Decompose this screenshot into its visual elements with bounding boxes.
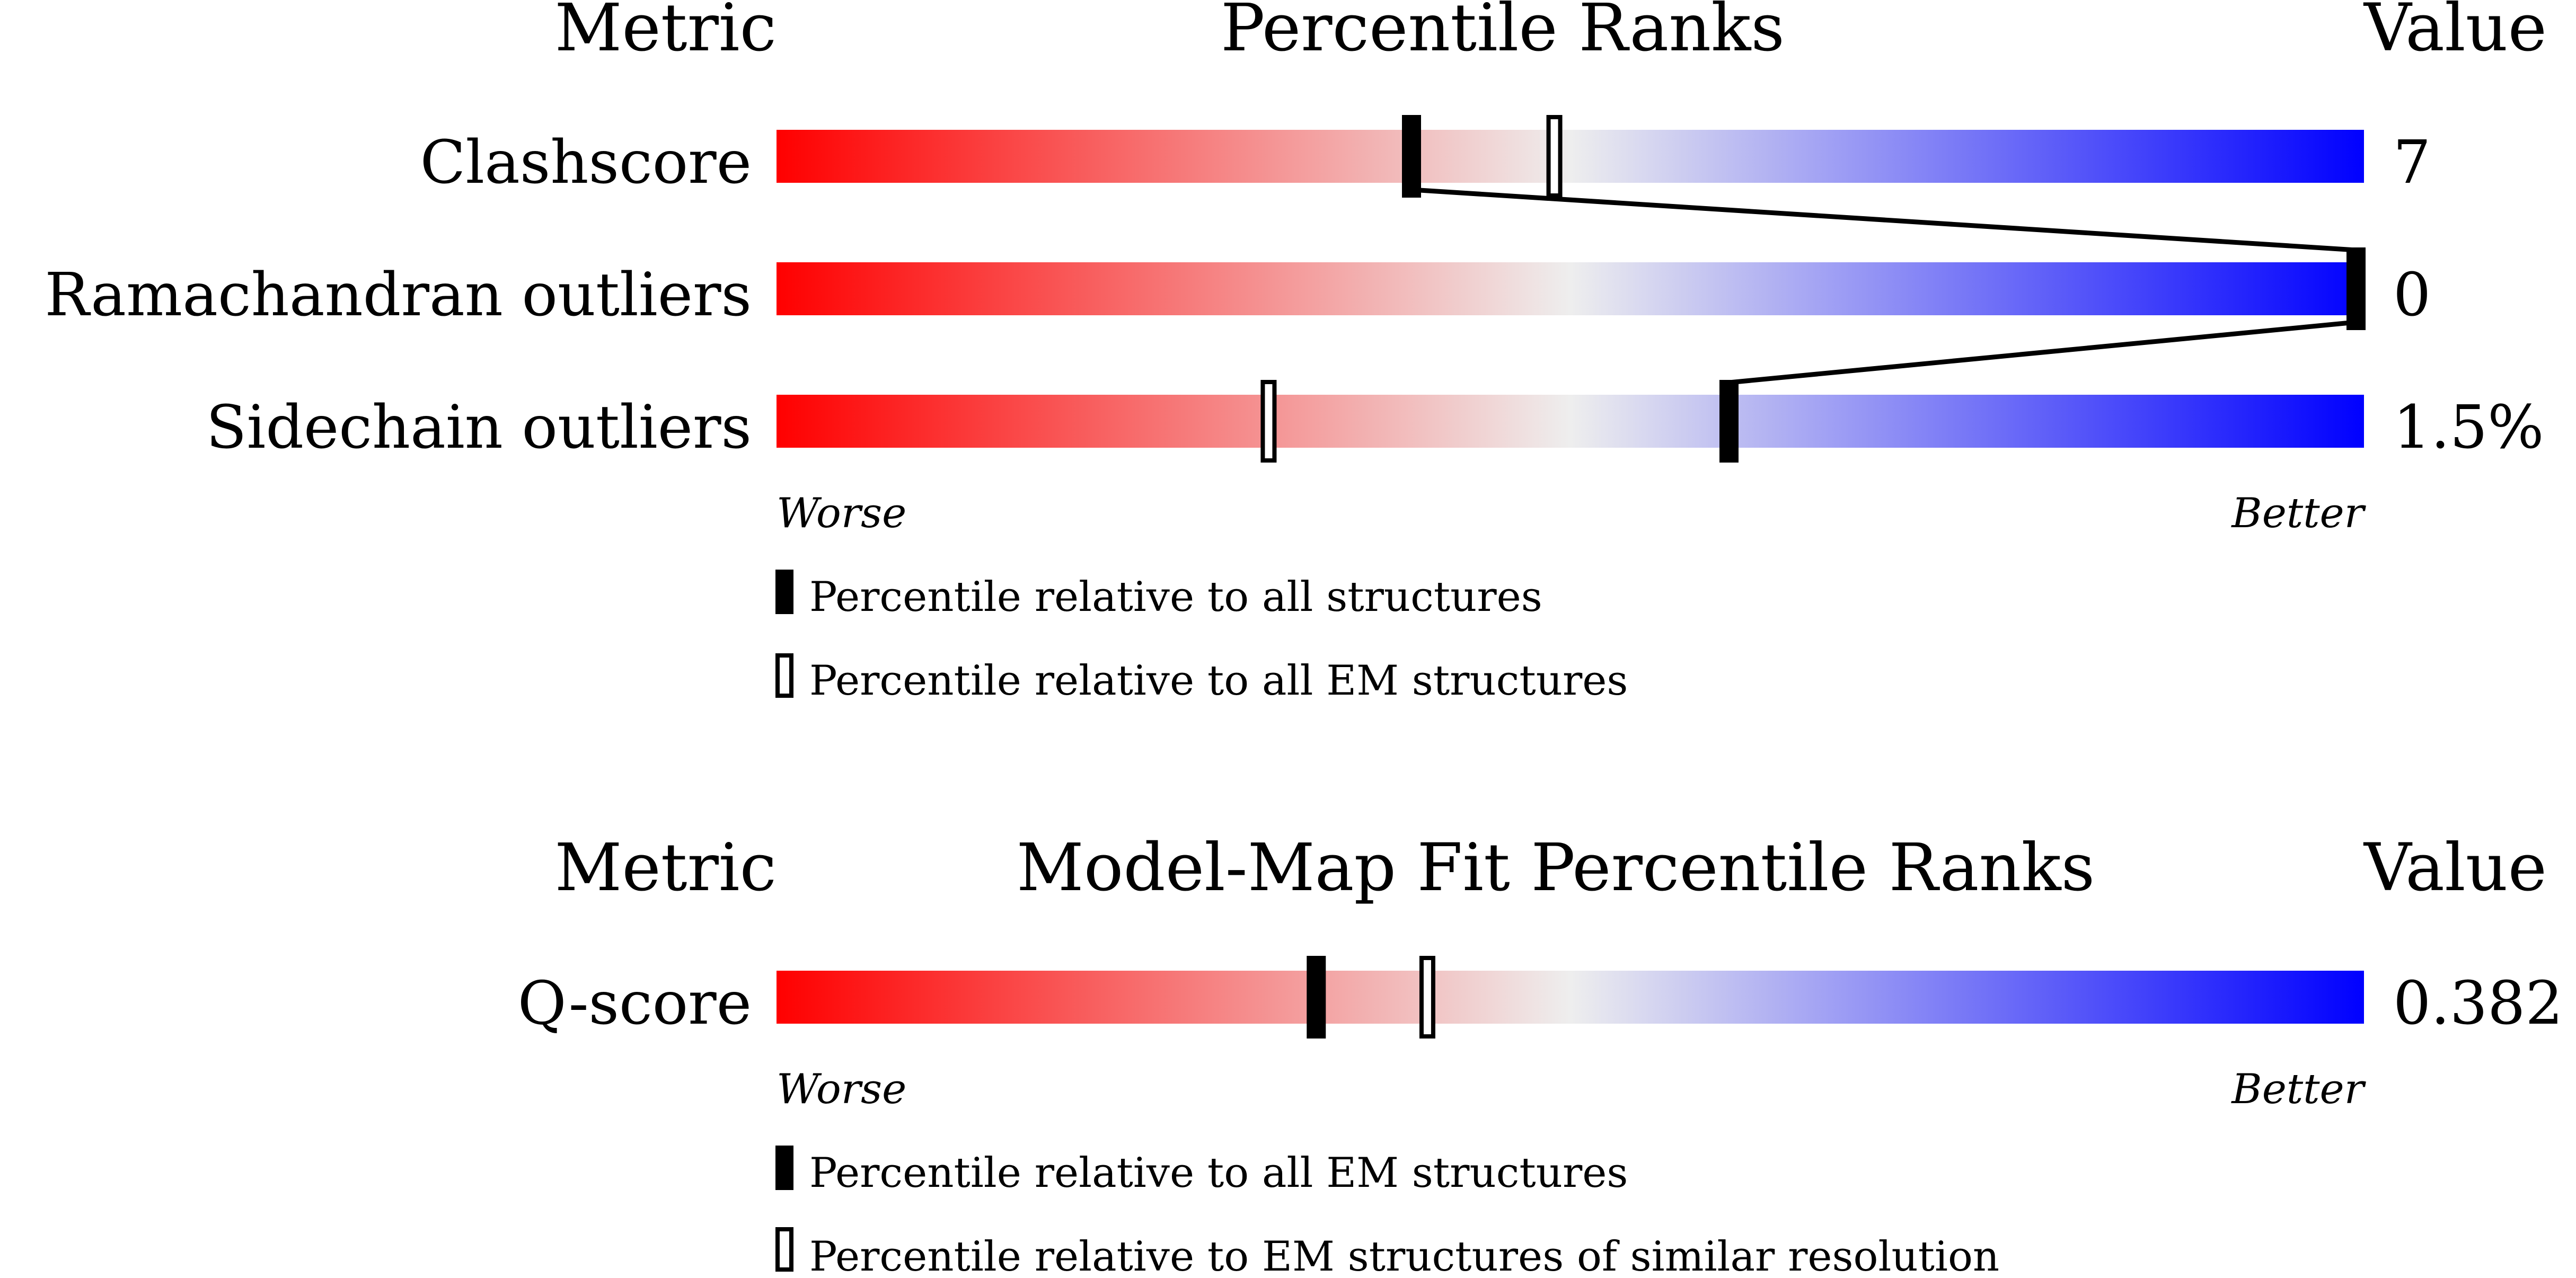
metric-label: Clashscore <box>420 128 752 197</box>
percentile-marker-outline <box>1260 380 1277 463</box>
connector-line <box>1728 320 2357 385</box>
legend: Percentile relative to all structures Pe… <box>775 570 1628 705</box>
marker-layer <box>1260 115 2366 463</box>
metric-label: Q-score <box>518 969 752 1038</box>
legend-marker-outline <box>775 1227 793 1272</box>
panel-title: Percentile Ranks <box>1221 0 1785 66</box>
legend-marker-filled <box>775 570 793 614</box>
metric-row: Q-score 0.382 <box>518 969 2563 1038</box>
metric-row: Sidechain outliers 1.5% <box>206 393 2544 462</box>
legend-label: Percentile relative to EM structures of … <box>809 1233 1999 1278</box>
percentile-bar <box>777 971 2364 1024</box>
legend: Percentile relative to all EM structures… <box>775 1146 1999 1278</box>
better-label: Better <box>2230 490 2366 537</box>
worse-label: Worse <box>777 1066 906 1113</box>
connector-line <box>1411 187 2357 253</box>
panel-title: Model-Map Fit Percentile Ranks <box>1017 830 2095 906</box>
metric-value: 7 <box>2393 128 2431 197</box>
value-header: Value <box>2363 0 2547 66</box>
percentile-bar <box>777 262 2364 315</box>
metric-label: Sidechain outliers <box>206 393 752 462</box>
legend-marker-outline <box>775 653 793 698</box>
percentile-bar <box>777 395 2364 448</box>
better-label: Better <box>2230 1066 2366 1113</box>
percentile-marker-outline <box>1546 115 1563 198</box>
legend-label: Percentile relative to all structures <box>809 573 1542 621</box>
metric-label: Ramachandran outliers <box>45 261 752 330</box>
metric-row: Ramachandran outliers 0 <box>45 261 2431 330</box>
metric-value: 1.5% <box>2393 393 2544 462</box>
metric-header: Metric <box>554 830 777 906</box>
value-header: Value <box>2363 830 2547 906</box>
percentile-bar <box>777 130 2364 183</box>
percentile-marker-filled <box>2346 247 2366 330</box>
percentile-marker-filled <box>1402 115 1421 198</box>
percentile-marker-filled <box>1719 380 1739 463</box>
worse-label: Worse <box>777 490 906 537</box>
metric-header: Metric <box>554 0 777 66</box>
legend-label: Percentile relative to all EM structures <box>809 657 1628 705</box>
marker-layer <box>1307 956 1435 1039</box>
metric-row: Clashscore 7 <box>420 128 2431 197</box>
metric-value: 0.382 <box>2393 969 2563 1038</box>
percentile-marker-outline <box>1419 956 1435 1039</box>
metric-value: 0 <box>2393 261 2431 330</box>
legend-marker-filled <box>775 1146 793 1190</box>
percentile-marker-filled <box>1307 956 1326 1039</box>
legend-label: Percentile relative to all EM structures <box>809 1149 1628 1197</box>
